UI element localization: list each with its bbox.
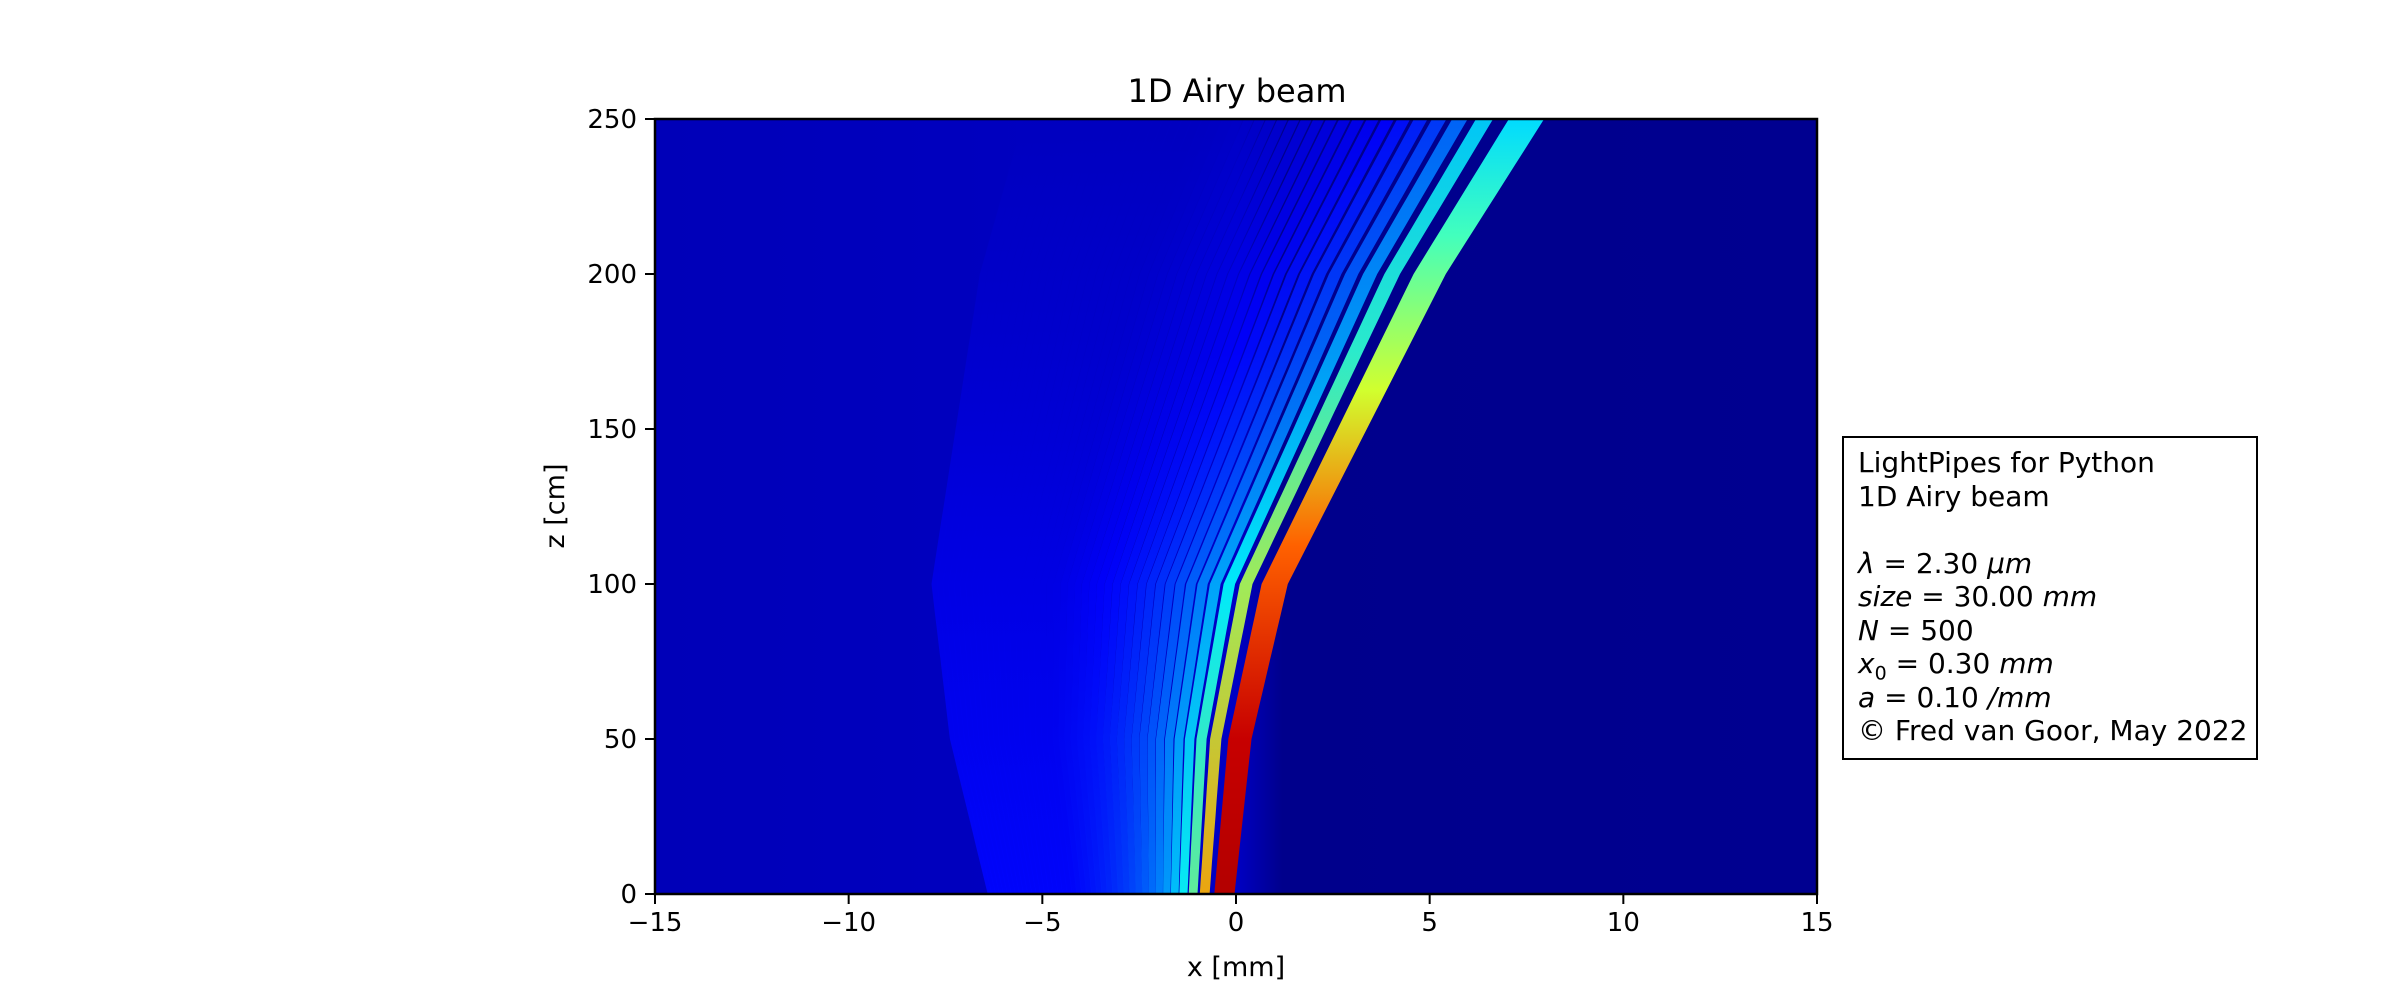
x-axis-label: x [mm] [1187, 952, 1285, 983]
param-symbol: N [1858, 613, 1879, 647]
info-copyright: © Fred van Goor, May 2022 [1858, 714, 2248, 747]
x-tick-label: 5 [1421, 908, 1438, 938]
x-tick-label: 0 [1228, 908, 1245, 938]
param-list: λ = 2.30 μm size = 30.00 mm N = 500 x0 = 0.… [1858, 547, 2256, 715]
param-symbol: size [1858, 580, 1913, 613]
side-lobe [1109, 119, 1312, 894]
x-tick-label: 15 [1800, 908, 1833, 938]
side-lobe [1083, 119, 1266, 894]
side-lobe [1124, 119, 1338, 894]
side-lobe [1039, 119, 1192, 894]
param-subscript: 0 [1874, 662, 1887, 685]
param-unit: mm [1999, 647, 2054, 680]
y-tick-label: 100 [587, 570, 637, 600]
side-lobe [1102, 119, 1300, 894]
param-value: 30.00 [1953, 580, 2034, 613]
info-line-1: LightPipes for Python [1858, 446, 2155, 479]
x-tick-label: 10 [1607, 908, 1640, 938]
y-tick-label: 200 [587, 260, 637, 290]
param-unit: /mm [1987, 680, 2052, 714]
chart-title: 1D Airy beam [1128, 72, 1347, 110]
side-lobe [942, 119, 1048, 894]
x-tick-label: −5 [1023, 908, 1061, 938]
plot-area [653, 117, 1819, 896]
param-value: 2.30 [1915, 546, 1979, 580]
side-lobe [1089, 119, 1277, 894]
param-line: x0 = 0.30 mm [1858, 647, 2054, 685]
y-axis: 0 50 100 150 200 250 [587, 105, 655, 910]
y-tick-label: 250 [587, 105, 637, 135]
param-symbol: a [1858, 680, 1876, 714]
param-line: size = 30.00 mm [1858, 580, 2098, 613]
param-unit: mm [2042, 580, 2098, 613]
side-lobe [937, 119, 1040, 894]
side-lobe [931, 119, 1032, 894]
y-tick-label: 150 [587, 415, 637, 445]
param-value: 0.30 [1927, 647, 1991, 680]
param-symbol: λ [1858, 546, 1875, 580]
heatmap-intensity [931, 119, 1545, 894]
side-lobe [1033, 119, 1182, 894]
side-lobe [1116, 119, 1325, 894]
x-axis: −15 −10 −5 0 5 10 15 [628, 894, 1834, 938]
info-spacer [1858, 513, 2256, 547]
param-line: a = 0.10 /mm [1858, 680, 2052, 714]
param-line: λ = 2.30 μm [1858, 546, 2033, 580]
param-unit: μm [1987, 546, 2033, 580]
side-lobe [1070, 119, 1244, 894]
param-symbol: x [1858, 647, 1875, 680]
side-lobe [1076, 119, 1254, 894]
x-tick-label: −15 [628, 908, 683, 938]
y-axis-label: z [cm] [540, 464, 571, 549]
side-lobe [1096, 119, 1288, 894]
y-tick-label: 0 [620, 880, 637, 910]
param-value: 0.10 [1916, 680, 1979, 714]
y-tick-label: 50 [604, 725, 637, 755]
side-lobe [948, 119, 1057, 894]
x-tick-label: −10 [821, 908, 876, 938]
param-line: N = 500 [1858, 613, 1974, 647]
info-line-2: 1D Airy beam [1858, 479, 2050, 513]
side-lobe [1046, 119, 1202, 894]
info-box: LightPipes for Python 1D Airy beam λ = 2… [1842, 436, 2258, 760]
param-value: 500 [1920, 613, 1974, 647]
